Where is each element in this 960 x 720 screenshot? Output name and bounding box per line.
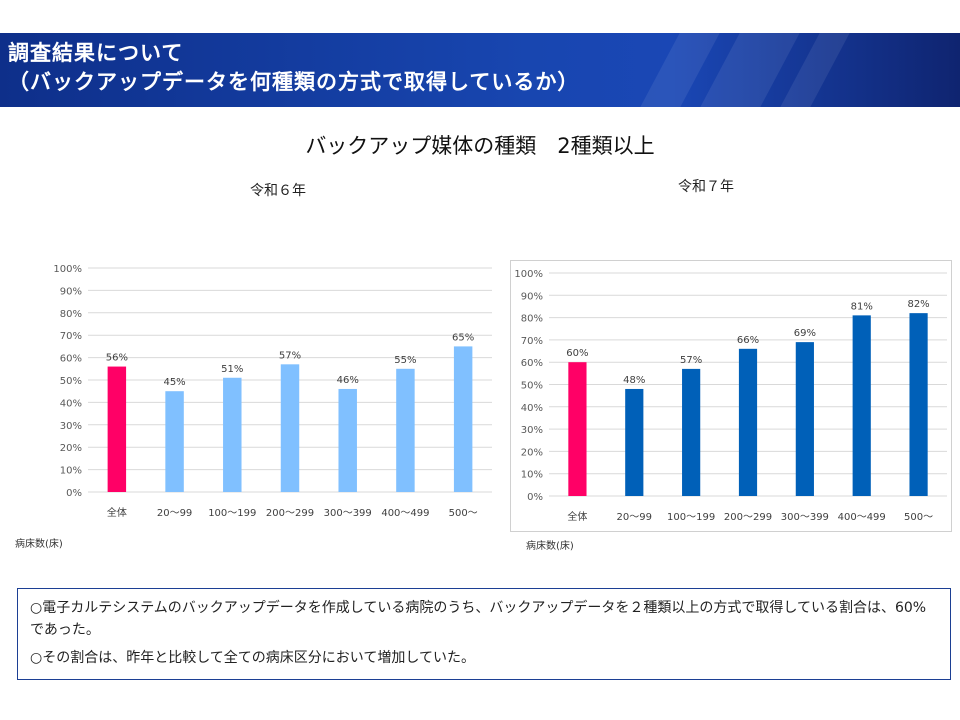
r6-y-tick-label: 100% xyxy=(53,264,82,275)
header-title-line2: （バックアップデータを何種類の方式で取得しているか） xyxy=(8,70,580,94)
r7-bar xyxy=(568,362,587,496)
r6-data-label: 57% xyxy=(279,350,301,361)
r6-x-tick-label: 100〜199 xyxy=(208,508,256,519)
r7-y-tick-label: 100% xyxy=(514,269,543,280)
r6-x-tick-label: 300〜399 xyxy=(324,508,372,519)
r6-x-tick-label: 500〜 xyxy=(449,508,478,519)
r6-bar xyxy=(107,366,127,492)
r7-bar xyxy=(682,368,701,496)
r7-x-tick-label: 100〜199 xyxy=(667,512,715,523)
r7-x-tick-label: 200〜299 xyxy=(724,512,772,523)
r7-data-label: 48% xyxy=(623,375,645,386)
r6-x-tick-label: 全体 xyxy=(107,506,127,519)
r7-bar xyxy=(625,388,644,496)
r7-bar xyxy=(852,315,871,496)
x-axis-title-r6: 病床数(床) xyxy=(15,539,63,550)
r6-data-label: 55% xyxy=(394,355,416,366)
r6-y-tick-label: 20% xyxy=(60,443,82,454)
r7-y-tick-label: 80% xyxy=(521,314,543,325)
r6-y-tick-label: 0% xyxy=(66,488,82,499)
r6-y-tick-label: 10% xyxy=(60,466,82,477)
chart-title-r7: 令和７年 xyxy=(678,179,734,195)
r7-x-tick-label: 20〜99 xyxy=(617,512,652,523)
r6-bar xyxy=(280,364,300,492)
r7-y-tick-label: 70% xyxy=(521,336,543,347)
r6-data-label: 51% xyxy=(221,364,243,375)
r7-y-tick-label: 50% xyxy=(521,381,543,392)
r6-y-tick-label: 60% xyxy=(60,354,82,365)
r6-data-label: 45% xyxy=(163,377,185,388)
r6-bar xyxy=(165,391,184,492)
header-banner: 調査結果について （バックアップデータを何種類の方式で取得しているか） xyxy=(0,33,960,107)
r6-data-label: 56% xyxy=(106,353,128,364)
r7-y-tick-label: 40% xyxy=(521,403,543,414)
chart-r7: 0% 10% 20% 30% 40% 50% 60% 70% 80% 90% 100% 60% 全体 48… xyxy=(510,260,952,532)
r6-y-tick-label: 30% xyxy=(60,421,82,432)
r6-data-label: 65% xyxy=(452,332,474,343)
r6-bar xyxy=(223,377,242,492)
header-title: 調査結果について （バックアップデータを何種類の方式で取得しているか） xyxy=(8,39,579,97)
r7-bar xyxy=(909,313,928,496)
summary-note-1: ○電子カルテシステムのバックアップデータを作成している病院のうち、バックアップデ… xyxy=(30,600,927,638)
r7-y-tick-label: 0% xyxy=(527,492,543,503)
r7-x-tick-label: 300〜399 xyxy=(781,512,829,523)
chart-r7-svg: 0% 10% 20% 30% 40% 50% 60% 70% 80% 90% 100% 60% 全体 48… xyxy=(514,269,947,523)
r7-y-tick-label: 90% xyxy=(521,291,543,302)
r7-data-label: 81% xyxy=(851,301,873,312)
x-axis-title-r7: 病床数(床) xyxy=(526,541,574,552)
r7-x-tick-label: 全体 xyxy=(567,510,587,523)
r6-y-tick-label: 40% xyxy=(60,398,82,409)
r6-y-tick-label: 70% xyxy=(60,331,82,342)
r6-bar xyxy=(338,388,357,492)
r7-bar xyxy=(738,348,758,496)
header-title-line1: 調査結果について xyxy=(8,41,184,65)
r7-data-label: 69% xyxy=(794,328,816,339)
r6-y-tick-label: 80% xyxy=(60,309,82,320)
summary-note-2: ○その割合は、昨年と比較して全ての病床区分において増加していた。 xyxy=(30,650,475,666)
r7-y-tick-label: 30% xyxy=(521,425,543,436)
r6-y-tick-label: 50% xyxy=(60,376,82,387)
r6-y-tick-label: 90% xyxy=(60,286,82,297)
r7-data-label: 82% xyxy=(907,299,929,310)
summary-note-box: ○電子カルテシステムのバックアップデータを作成している病院のうち、バックアップデ… xyxy=(17,588,951,680)
r7-y-tick-label: 60% xyxy=(521,358,543,369)
r7-x-tick-label: 500〜 xyxy=(904,512,933,523)
chart-r6: 0% 10% 20% 30% 40% 50% 60% 70% 80% 90% 100% 56% 全体 45… xyxy=(30,256,500,526)
r7-data-label: 60% xyxy=(566,348,588,359)
chart-title-r6: 令和６年 xyxy=(250,183,306,199)
main-title: バックアップ媒体の種類 2種類以上 xyxy=(305,134,655,158)
r6-bar xyxy=(396,368,415,492)
r7-y-tick-label: 10% xyxy=(521,470,543,481)
chart-r6-svg: 0% 10% 20% 30% 40% 50% 60% 70% 80% 90% 100% 56% 全体 45… xyxy=(53,264,492,519)
r7-data-label: 57% xyxy=(680,355,702,366)
r7-bar xyxy=(795,342,814,496)
r6-x-tick-label: 200〜299 xyxy=(266,508,314,519)
r6-x-tick-label: 400〜499 xyxy=(381,508,429,519)
r7-y-tick-label: 20% xyxy=(521,447,543,458)
r7-x-tick-label: 400〜499 xyxy=(838,512,886,523)
r6-data-label: 46% xyxy=(337,375,359,386)
r6-x-tick-label: 20〜99 xyxy=(157,508,192,519)
r6-bar xyxy=(453,346,473,492)
r7-data-label: 66% xyxy=(737,335,759,346)
